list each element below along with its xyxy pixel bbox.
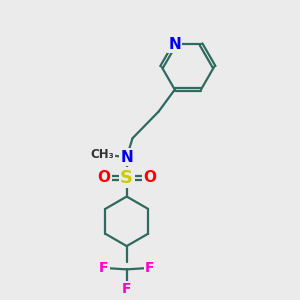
Text: O: O <box>98 170 110 185</box>
Text: F: F <box>122 282 131 296</box>
Text: N: N <box>168 37 181 52</box>
Text: N: N <box>120 150 133 165</box>
Text: F: F <box>145 261 154 275</box>
Text: S: S <box>120 169 133 187</box>
Text: CH₃: CH₃ <box>90 148 114 161</box>
Text: F: F <box>99 261 109 275</box>
Text: O: O <box>143 170 156 185</box>
